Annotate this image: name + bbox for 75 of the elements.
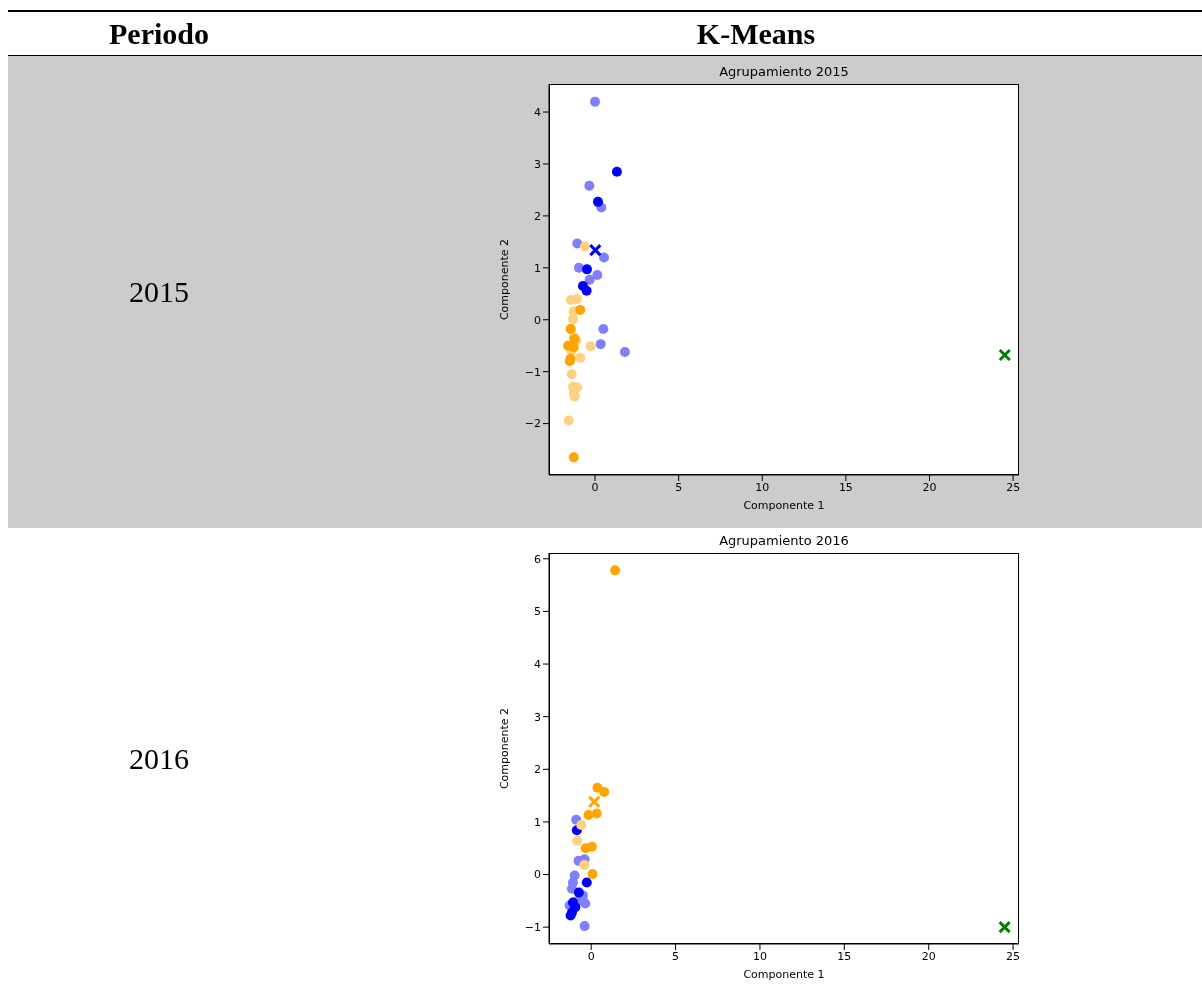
x-tick-label: 10: [755, 480, 770, 494]
x-tick-label: 20: [921, 949, 936, 963]
point: [587, 869, 598, 880]
point: [587, 795, 601, 809]
text: 2016: [128, 741, 190, 777]
text: 2015: [128, 274, 190, 310]
y-tick-label: 1: [534, 261, 541, 275]
point: [576, 820, 587, 831]
x-axis-title: Componente 1: [743, 499, 825, 512]
y-tick-label: 4: [534, 105, 541, 119]
x-tick-label: 0: [591, 480, 599, 494]
point: [573, 887, 584, 898]
point: [568, 452, 579, 463]
point: [584, 180, 595, 191]
point: [581, 285, 592, 296]
x-tick-label: 5: [672, 949, 680, 963]
y-tick-label: 4: [534, 657, 541, 671]
y-tick-label: 0: [534, 313, 541, 327]
point: [619, 346, 630, 357]
point: [563, 415, 574, 426]
point: [590, 96, 600, 107]
y-tick-label: −1: [524, 365, 541, 379]
y-tick-label: −1: [524, 921, 541, 935]
point: [581, 264, 592, 275]
point: [584, 274, 595, 285]
point: [566, 369, 577, 380]
point: [579, 241, 590, 252]
point: [572, 238, 583, 249]
point: [579, 860, 590, 871]
point: [575, 352, 586, 363]
y-tick-label: 1: [534, 815, 541, 829]
point: [598, 324, 609, 335]
y-tick-label: 3: [534, 157, 541, 171]
x-tick-label: 15: [837, 949, 852, 963]
point: [611, 166, 622, 177]
point: [583, 810, 594, 821]
y-tick-label: 6: [534, 552, 541, 566]
y-tick-label: 2: [534, 763, 541, 777]
y-axis-title: Componente 2: [497, 707, 511, 790]
point: [575, 304, 586, 315]
y-tick-label: 0: [534, 868, 541, 882]
x-tick-label: 10: [752, 949, 767, 963]
point: [998, 348, 1012, 362]
point: [610, 565, 621, 576]
x-tick-label: 15: [838, 480, 853, 494]
x-axis-title: Componente 1: [743, 968, 825, 981]
y-axis-title: Componente 2: [497, 238, 511, 321]
chart-title: Agrupamiento 2015: [718, 64, 850, 79]
x-tick-label: 5: [675, 480, 683, 494]
chart-title: Agrupamiento 2016: [718, 533, 850, 548]
text: K-Means: [695, 16, 817, 51]
x-tick-label: 25: [1006, 480, 1021, 494]
x-tick-label: 0: [587, 949, 595, 963]
point: [568, 314, 579, 325]
point: [588, 243, 602, 257]
text: Periodo: [108, 16, 210, 51]
point: [593, 196, 604, 207]
y-tick-label: 5: [534, 605, 541, 619]
point: [599, 786, 610, 797]
y-tick-label: 2: [534, 209, 541, 223]
y-tick-label: −2: [524, 417, 541, 431]
point: [581, 877, 592, 888]
point: [599, 252, 610, 263]
point: [579, 921, 590, 932]
point: [998, 920, 1012, 934]
point: [595, 339, 606, 350]
y-tick-label: 3: [534, 710, 541, 724]
x-tick-label: 25: [1006, 949, 1021, 963]
point: [585, 341, 596, 352]
point: [591, 808, 602, 819]
x-tick-label: 20: [922, 480, 937, 494]
point: [586, 841, 597, 852]
point: [570, 902, 581, 913]
point: [572, 835, 583, 846]
point: [592, 270, 603, 281]
